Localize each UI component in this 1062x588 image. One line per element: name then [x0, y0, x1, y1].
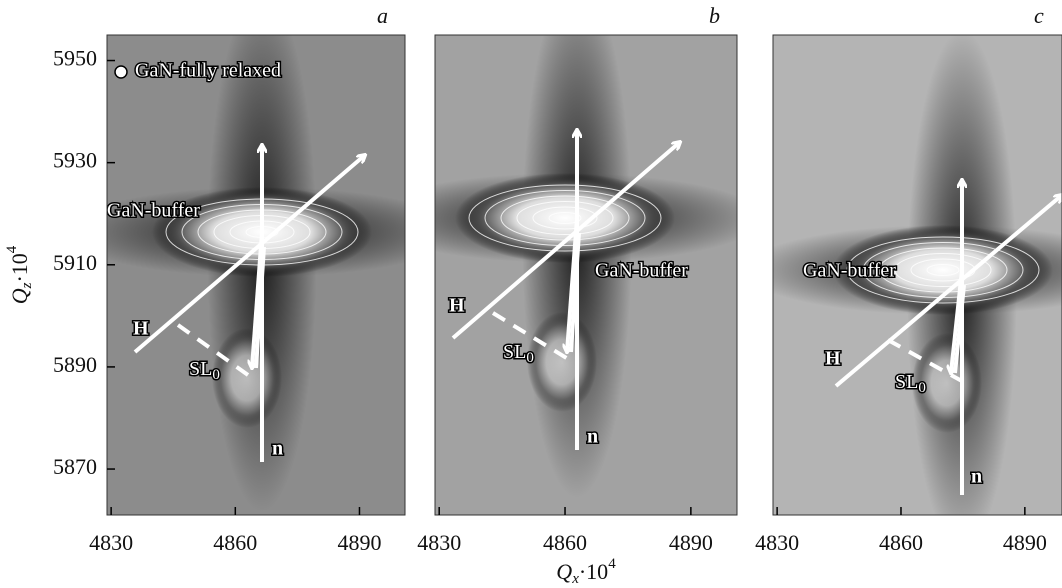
label-symbol: Q	[556, 559, 572, 584]
h-arrow	[834, 195, 1062, 388]
sl-sub: 0	[526, 350, 534, 366]
h-label: H	[825, 348, 841, 370]
sl-sub: 0	[918, 380, 926, 396]
sl-arrow	[252, 231, 264, 368]
sl-peak	[212, 328, 282, 428]
buffer-label: GaN-buffer	[595, 260, 688, 282]
panel-letter: b	[709, 3, 720, 28]
sl-label: SL0	[189, 358, 220, 384]
x-tick-label: 4890	[669, 530, 713, 555]
frame	[772, 34, 1062, 516]
legend-label: GaN-fully relaxed	[135, 60, 281, 82]
panel: H GaN-buffer n SL0	[773, 35, 1062, 515]
x-tick-label: 4830	[417, 530, 461, 555]
contour	[548, 212, 582, 224]
y-tick-label: 5890	[53, 352, 97, 377]
x-tick-label: 4860	[213, 530, 257, 555]
sl-sub: 0	[212, 367, 220, 383]
label-sup: 4	[608, 556, 616, 572]
legend-marker	[114, 65, 128, 79]
sl-text: SL	[895, 371, 918, 393]
sl-peak	[527, 312, 597, 412]
y-tick-label: 5950	[53, 46, 97, 71]
frame	[106, 34, 406, 516]
x-tick-label: 4860	[543, 530, 587, 555]
contour	[516, 201, 614, 235]
contour	[468, 184, 662, 252]
sl-text: SL	[189, 358, 212, 380]
panel-letter: c	[1034, 3, 1044, 28]
label-sup: 4	[4, 245, 20, 253]
label-rest: ·10	[579, 559, 608, 584]
sl-label: SL0	[895, 371, 926, 397]
label-sub: z	[19, 282, 35, 289]
n-label: n	[971, 466, 982, 488]
y-tick-label: 5930	[53, 148, 97, 173]
x-tick-label: 4890	[337, 530, 381, 555]
sl-arrow	[567, 217, 579, 352]
buffer-label: GaN-buffer	[803, 260, 896, 282]
sl-arrow	[951, 269, 964, 373]
label-sub: x	[571, 571, 579, 587]
sl-dash	[491, 311, 575, 364]
sl-arrow-2	[953, 284, 966, 374]
contour	[532, 206, 598, 230]
h-label: H	[133, 318, 149, 340]
panel-letter: a	[377, 3, 388, 28]
sl-arrow-2	[569, 232, 581, 353]
sl-dash	[176, 323, 257, 382]
x-tick-label: 4860	[879, 530, 923, 555]
panel: H GaN-buffer n SL0	[435, 35, 737, 515]
sl-arrow-2	[254, 246, 266, 369]
n-label: n	[587, 426, 598, 448]
y-tick-label: 5910	[53, 250, 97, 275]
x-tick-label: 4830	[89, 530, 133, 555]
n-label: n	[272, 438, 283, 460]
sl-text: SL	[503, 341, 526, 363]
h-arrow	[133, 155, 365, 354]
sl-label: SL0	[503, 341, 534, 367]
h-arrow	[451, 142, 680, 340]
panel: H GaN-buffer n SL0 GaN-fully relaxed	[107, 35, 405, 515]
buffer-peak	[455, 173, 675, 263]
frame	[434, 34, 738, 516]
contour	[926, 264, 960, 276]
h-label: H	[449, 295, 465, 317]
y-axis-label: Qz·104	[4, 245, 35, 304]
buffer-label: GaN-buffer	[107, 200, 200, 222]
contour	[894, 253, 992, 287]
x-axis-label: Qx·104	[556, 556, 616, 587]
sl-dash	[887, 338, 970, 387]
contour	[484, 190, 646, 246]
contour	[846, 236, 1040, 304]
y-tick-label: 5870	[53, 454, 97, 479]
label-rest: ·10	[7, 253, 32, 282]
label-symbol: Q	[7, 288, 32, 304]
contour	[878, 247, 1008, 293]
x-tick-label: 4890	[1003, 530, 1047, 555]
sl-peak	[912, 333, 982, 433]
x-tick-label: 4830	[755, 530, 799, 555]
